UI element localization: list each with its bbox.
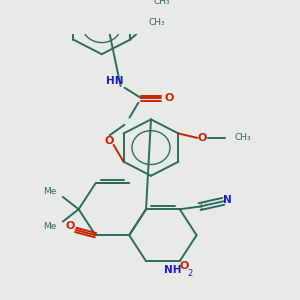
Text: O: O [65, 221, 74, 231]
Text: Me: Me [44, 222, 57, 231]
Text: N: N [223, 195, 232, 206]
Text: CH₃: CH₃ [154, 0, 170, 6]
Text: O: O [197, 133, 207, 143]
Text: C: C [199, 202, 206, 212]
Text: NH: NH [164, 265, 182, 275]
Text: O: O [164, 93, 174, 103]
Text: HN: HN [106, 76, 123, 85]
Text: CH₃: CH₃ [235, 133, 251, 142]
Text: 2: 2 [188, 269, 193, 278]
Text: O: O [105, 136, 114, 146]
Text: Me: Me [44, 187, 57, 196]
Text: CH₃: CH₃ [149, 18, 166, 27]
Text: O: O [180, 260, 189, 271]
